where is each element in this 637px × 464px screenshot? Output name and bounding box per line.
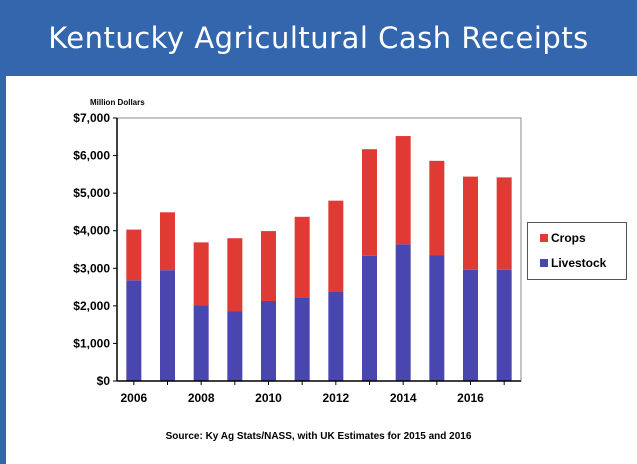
- bar-crops: [463, 176, 478, 270]
- page-title: Kentucky Agricultural Cash Receipts: [48, 21, 589, 55]
- bar-livestock: [328, 291, 344, 381]
- plot-area-frame: [116, 117, 522, 382]
- x-tick-label: 2014: [390, 391, 417, 405]
- bar-crops: [227, 238, 243, 312]
- bar-crops: [160, 212, 175, 271]
- bar-crops: [328, 200, 344, 292]
- y-tick-label: $4,000: [73, 224, 110, 238]
- bar-livestock: [496, 269, 512, 381]
- x-tick-label: 2016: [457, 391, 484, 405]
- bar-crops: [362, 149, 377, 256]
- bar-crops: [126, 229, 142, 281]
- bar-livestock: [227, 311, 243, 381]
- x-tick-label: 2006: [120, 391, 147, 405]
- x-tick-label: 2008: [188, 391, 215, 405]
- bar-crops: [261, 231, 276, 301]
- x-tick-label: 2012: [322, 391, 349, 405]
- bar-livestock: [362, 255, 377, 381]
- legend-swatch-livestock: [540, 259, 548, 267]
- bar-livestock: [429, 255, 445, 381]
- bar-livestock: [463, 269, 478, 381]
- chart-legend: Crops Livestock: [527, 222, 627, 280]
- bar-livestock: [261, 300, 276, 381]
- y-tick-label: $1,000: [73, 336, 110, 350]
- bar-crops: [395, 136, 411, 245]
- legend-label-livestock: Livestock: [551, 256, 607, 270]
- bar-crops: [429, 160, 445, 256]
- y-tick-label: $7,000: [73, 111, 110, 125]
- bar-crops: [193, 242, 209, 306]
- legend-item-livestock: Livestock: [540, 256, 606, 270]
- legend-swatch-crops: [540, 234, 548, 242]
- bar-livestock: [126, 280, 142, 381]
- x-tick-label: 2010: [255, 391, 282, 405]
- bar-livestock: [160, 270, 175, 381]
- legend-label-crops: Crops: [551, 231, 586, 245]
- y-axis-unit-label: Million Dollars: [90, 98, 145, 107]
- title-banner: Kentucky Agricultural Cash Receipts: [0, 0, 637, 76]
- y-tick-label: $5,000: [73, 186, 110, 200]
- bar-livestock: [395, 244, 411, 381]
- y-tick-label: $0: [97, 374, 111, 388]
- y-tick-label: $2,000: [73, 299, 110, 313]
- left-accent-bar: [0, 76, 6, 464]
- bar-crops: [496, 177, 512, 270]
- bar-crops: [294, 216, 310, 298]
- y-tick-label: $3,000: [73, 261, 110, 275]
- source-note: Source: Ky Ag Stats/NASS, with UK Estima…: [165, 431, 472, 442]
- legend-item-crops: Crops: [540, 231, 586, 245]
- y-tick-label: $6,000: [73, 149, 110, 163]
- bar-livestock: [294, 297, 310, 381]
- bar-livestock: [193, 305, 209, 381]
